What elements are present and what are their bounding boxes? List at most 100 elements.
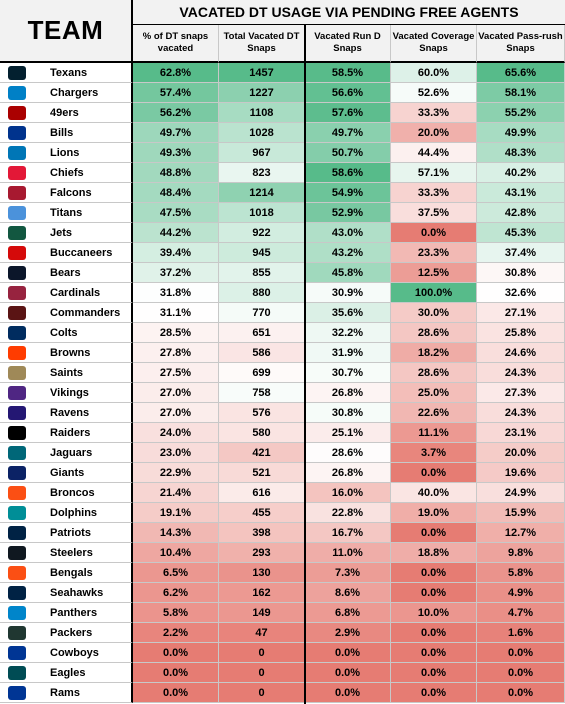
data-cell-total: 130 xyxy=(219,563,305,583)
data-cell-total: 0 xyxy=(219,643,305,663)
data-cell-pr: 24.3% xyxy=(477,403,565,423)
data-cell-run: 45.8% xyxy=(305,263,391,283)
data-cell-total: 1457 xyxy=(219,63,305,83)
data-cell-total: 580 xyxy=(219,423,305,443)
team-row-header: Browns xyxy=(0,343,133,363)
team-name: Texans xyxy=(50,66,88,79)
data-cell-total: 1108 xyxy=(219,103,305,123)
team-logo-icon xyxy=(8,685,26,700)
team-row-header: Texans xyxy=(0,63,133,83)
data-cell-cov: 0.0% xyxy=(391,643,477,663)
data-cell-cov: 0.0% xyxy=(391,663,477,683)
data-cell-pct: 19.1% xyxy=(133,503,219,523)
team-logo-icon xyxy=(8,225,26,240)
data-cell-cov: 28.6% xyxy=(391,363,477,383)
team-row-header: Vikings xyxy=(0,383,133,403)
team-name: Seahawks xyxy=(50,586,104,599)
team-row-header: Ravens xyxy=(0,403,133,423)
data-cell-total: 1018 xyxy=(219,203,305,223)
data-cell-run: 43.0% xyxy=(305,223,391,243)
data-cell-pct: 48.4% xyxy=(133,183,219,203)
data-cell-pct: 27.0% xyxy=(133,403,219,423)
team-name: Raiders xyxy=(50,426,91,439)
team-name: Commanders xyxy=(50,306,121,319)
data-cell-cov: 19.0% xyxy=(391,503,477,523)
data-cell-cov: 0.0% xyxy=(391,523,477,543)
team-name: Vikings xyxy=(50,386,89,399)
team-logo-icon xyxy=(8,345,26,360)
data-cell-pct: 31.8% xyxy=(133,283,219,303)
data-cell-total: 758 xyxy=(219,383,305,403)
data-cell-total: 576 xyxy=(219,403,305,423)
data-cell-run: 25.1% xyxy=(305,423,391,443)
data-cell-cov: 44.4% xyxy=(391,143,477,163)
column-header: Vacated Coverage Snaps xyxy=(391,25,477,63)
team-logo-icon xyxy=(8,405,26,420)
data-cell-cov: 10.0% xyxy=(391,603,477,623)
data-cell-pr: 27.3% xyxy=(477,383,565,403)
team-name: Colts xyxy=(50,326,78,339)
team-name: 49ers xyxy=(50,106,79,119)
data-cell-pr: 55.2% xyxy=(477,103,565,123)
team-row-header: Steelers xyxy=(0,543,133,563)
data-cell-run: 58.5% xyxy=(305,63,391,83)
team-logo-icon xyxy=(8,645,26,660)
team-row-header: Giants xyxy=(0,463,133,483)
data-cell-run: 50.7% xyxy=(305,143,391,163)
data-cell-pr: 0.0% xyxy=(477,683,565,703)
data-cell-total: 1028 xyxy=(219,123,305,143)
team-row-header: Bears xyxy=(0,263,133,283)
data-cell-pr: 4.7% xyxy=(477,603,565,623)
team-name: Bears xyxy=(50,266,81,279)
team-logo-icon xyxy=(8,445,26,460)
team-name: Cowboys xyxy=(50,646,99,659)
data-cell-pr: 0.0% xyxy=(477,643,565,663)
data-cell-pr: 32.6% xyxy=(477,283,565,303)
data-cell-pr: 42.8% xyxy=(477,203,565,223)
data-cell-cov: 25.0% xyxy=(391,383,477,403)
data-cell-pct: 28.5% xyxy=(133,323,219,343)
team-row-header: Dolphins xyxy=(0,503,133,523)
team-name: Rams xyxy=(50,686,80,699)
team-row-header: Panthers xyxy=(0,603,133,623)
data-cell-run: 58.6% xyxy=(305,163,391,183)
data-cell-cov: 30.0% xyxy=(391,303,477,323)
team-name: Jets xyxy=(50,226,73,239)
data-cell-total: 616 xyxy=(219,483,305,503)
data-cell-run: 30.8% xyxy=(305,403,391,423)
team-name: Broncos xyxy=(50,486,95,499)
data-cell-run: 2.9% xyxy=(305,623,391,643)
team-logo-icon xyxy=(8,485,26,500)
team-logo-icon xyxy=(8,325,26,340)
data-cell-cov: 11.1% xyxy=(391,423,477,443)
data-cell-pct: 37.2% xyxy=(133,263,219,283)
team-row-header: Saints xyxy=(0,363,133,383)
data-cell-total: 586 xyxy=(219,343,305,363)
team-logo-icon xyxy=(8,665,26,680)
data-cell-total: 770 xyxy=(219,303,305,323)
data-cell-pr: 27.1% xyxy=(477,303,565,323)
data-cell-cov: 60.0% xyxy=(391,63,477,83)
data-cell-cov: 28.6% xyxy=(391,323,477,343)
team-row-header: Seahawks xyxy=(0,583,133,603)
data-cell-total: 0 xyxy=(219,663,305,683)
team-name: Bengals xyxy=(50,566,93,579)
data-cell-pct: 22.9% xyxy=(133,463,219,483)
data-cell-run: 52.9% xyxy=(305,203,391,223)
column-header: Total Vacated DT Snaps xyxy=(219,25,305,63)
data-cell-pct: 48.8% xyxy=(133,163,219,183)
team-name: Buccaneers xyxy=(50,246,113,259)
data-cell-pr: 19.6% xyxy=(477,463,565,483)
data-cell-pr: 24.6% xyxy=(477,343,565,363)
team-name: Titans xyxy=(50,206,83,219)
data-cell-pr: 24.3% xyxy=(477,363,565,383)
team-logo-icon xyxy=(8,85,26,100)
data-cell-cov: 0.0% xyxy=(391,463,477,483)
team-name: Bills xyxy=(50,126,74,139)
data-cell-run: 30.9% xyxy=(305,283,391,303)
team-row-header: Chargers xyxy=(0,83,133,103)
team-name: Cardinals xyxy=(50,286,101,299)
data-cell-total: 162 xyxy=(219,583,305,603)
team-row-header: Falcons xyxy=(0,183,133,203)
